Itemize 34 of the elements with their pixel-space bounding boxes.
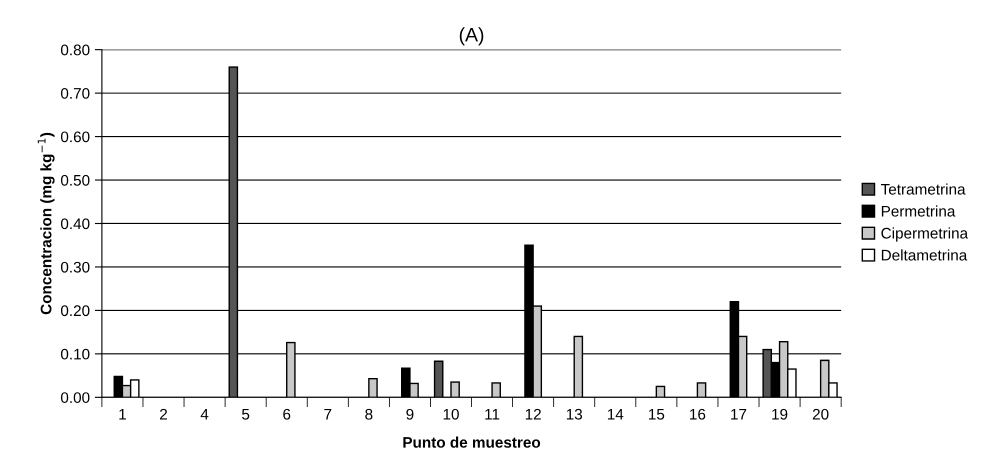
x-tick-label: 1 [119,408,126,420]
x-tick-label: 11 [485,408,500,420]
x-tick-label: 14 [608,408,624,420]
x-tick-label: 8 [365,408,372,420]
legend-label: Permetrina [882,205,956,217]
x-tick-label: 5 [242,408,250,420]
x-tick-label: 2 [160,408,167,420]
legend-label: Cipermetrina [881,227,968,242]
x-tick-label: 13 [566,408,582,420]
x-axis-title: Punto de muestreo [403,436,540,448]
x-tick-label: 17 [731,408,746,420]
x-tick-label: 7 [324,408,332,420]
legend-label: Tetrametrina [880,183,966,195]
y-tick-label: 0.00 [60,392,90,404]
x-tick-label: 15 [649,408,664,420]
y-axis-title: Concentracion (mg kg$^{−1}$) [38,132,55,314]
y-tick-label: 0.20 [60,305,90,316]
y-tick-label: 0.60 [60,131,90,142]
x-tick-label: 6 [283,408,290,420]
chart-title: (A) [460,27,484,46]
x-tick-label: 20 [812,408,829,420]
x-tick-label: 16 [690,408,706,420]
y-tick-label: 0.50 [60,174,90,186]
y-tick-label: 0.40 [60,218,90,230]
x-tick-label: 4 [200,408,208,420]
y-tick-label: 0.10 [60,348,90,360]
legend-label: Deltametrina [882,249,968,261]
y-tick-label: 0.70 [60,88,90,99]
x-tick-label: 19 [772,408,788,420]
x-tick-label: 9 [406,408,414,420]
y-tick-label: 0.80 [60,44,90,56]
y-tick-label: 0.30 [60,262,90,273]
x-tick-label: 10 [444,408,459,420]
x-tick-label: 12 [526,408,541,420]
